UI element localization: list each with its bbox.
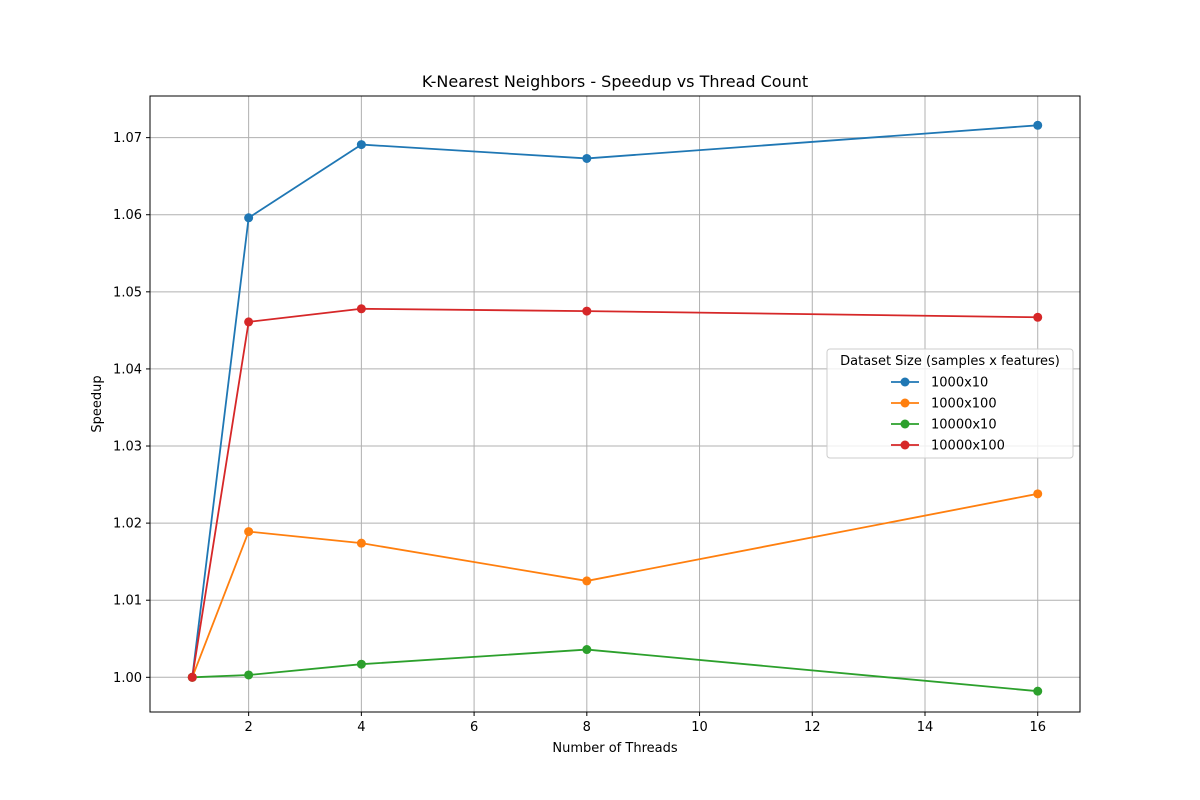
legend-entry: 10000x100 (891, 439, 1005, 454)
legend-label: 1000x10 (931, 376, 988, 391)
data-point (356, 304, 366, 314)
y-tick-label: 1.07 (113, 131, 142, 146)
chart-title: K-Nearest Neighbors - Speedup vs Thread … (422, 72, 808, 91)
x-tick-label: 14 (917, 720, 934, 735)
grid-lines (150, 96, 1080, 712)
legend-swatch-marker (900, 440, 910, 450)
legend: Dataset Size (samples x features) 1000x1… (826, 348, 1074, 459)
legend-entry: 1000x100 (891, 397, 997, 412)
data-point (1033, 312, 1043, 322)
y-axis-label: Speedup (90, 375, 105, 432)
x-tick-label: 6 (470, 720, 478, 735)
legend-swatch-marker (900, 419, 910, 429)
legend-label: 1000x100 (931, 397, 997, 412)
x-tick-label: 16 (1029, 720, 1046, 735)
data-point (244, 527, 254, 537)
series-lines (187, 120, 1043, 696)
legend-entry: 1000x10 (891, 376, 988, 391)
x-tick-label: 4 (357, 720, 365, 735)
data-point (1033, 489, 1043, 499)
y-tick-label: 1.03 (113, 440, 142, 455)
x-tick-label: 8 (583, 720, 591, 735)
y-tick-label: 1.00 (113, 671, 142, 686)
data-point (244, 213, 254, 223)
x-tick-label: 2 (244, 720, 252, 735)
y-tick-label: 1.01 (113, 594, 142, 609)
legend-swatch-marker (900, 398, 910, 408)
legend-box (826, 348, 1074, 459)
legend-label: 10000x10 (931, 418, 997, 433)
data-point (1033, 120, 1043, 130)
data-point (244, 670, 254, 680)
data-point (582, 306, 592, 316)
series-10000x100 (187, 304, 1043, 682)
data-point (187, 672, 197, 682)
data-point (356, 538, 366, 548)
x-tick-label: 12 (804, 720, 821, 735)
legend-title: Dataset Size (samples x features) (840, 354, 1060, 369)
data-point (244, 317, 254, 327)
legend-label: 10000x100 (931, 439, 1005, 454)
y-tick-label: 1.06 (113, 208, 142, 223)
y-tick-label: 1.04 (113, 362, 142, 377)
x-axis-label: Number of Threads (552, 741, 677, 756)
data-point (582, 645, 592, 655)
data-point (356, 140, 366, 150)
data-point (356, 659, 366, 669)
axis-ticks: 2 4 6 8 10 12 14 16 1.00 1.01 1.02 1.03 1.04 1.05 1.06… (113, 131, 1046, 735)
data-point (582, 153, 592, 163)
y-tick-label: 1.05 (113, 285, 142, 300)
data-point (582, 576, 592, 586)
legend-items: 1000x10 1000x100 10000x10 10000x100 (891, 376, 1005, 454)
legend-swatch-marker (900, 377, 910, 387)
legend-entry: 10000x10 (891, 418, 997, 433)
x-tick-label: 10 (691, 720, 708, 735)
plot-area-frame (149, 95, 1081, 713)
y-tick-label: 1.02 (113, 517, 142, 532)
data-point (1033, 686, 1043, 696)
